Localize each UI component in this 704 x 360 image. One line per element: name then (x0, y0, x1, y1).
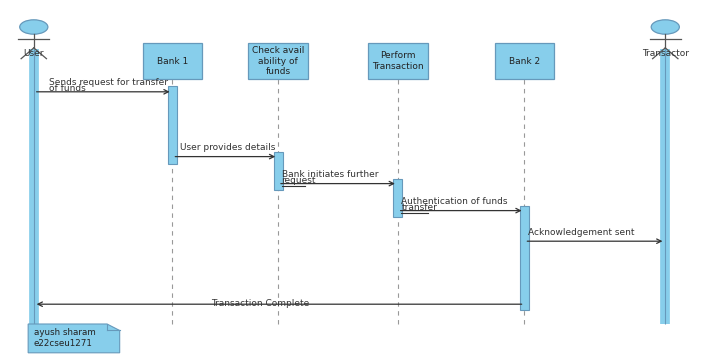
Text: Bank 1: Bank 1 (157, 57, 188, 66)
Bar (520, 206, 529, 310)
Text: request: request (282, 176, 316, 185)
Text: Check avail
ability of
funds: Check avail ability of funds (252, 46, 304, 76)
Bar (168, 86, 177, 164)
Bar (393, 179, 403, 217)
Text: Authentication of funds: Authentication of funds (401, 197, 508, 206)
Circle shape (20, 20, 48, 34)
Text: of funds: of funds (49, 84, 86, 93)
Text: ayush sharam
e22cseu1271: ayush sharam e22cseu1271 (34, 328, 96, 348)
Circle shape (651, 20, 679, 34)
Text: Bank 2: Bank 2 (509, 57, 540, 66)
Bar (273, 152, 283, 190)
Text: Transaction Complete: Transaction Complete (211, 299, 310, 308)
Text: Acknowledgement sent: Acknowledgement sent (528, 228, 634, 237)
Bar (249, 43, 308, 79)
Text: transfer: transfer (401, 203, 437, 212)
Polygon shape (28, 324, 120, 353)
Text: User: User (23, 49, 44, 58)
Bar (367, 43, 427, 79)
Text: User provides details: User provides details (180, 143, 275, 152)
Text: Transactor: Transactor (642, 49, 689, 58)
Bar (494, 43, 555, 79)
Text: Sends request for transfer: Sends request for transfer (49, 78, 168, 87)
Text: Perform
Transaction: Perform Transaction (372, 51, 424, 71)
Text: Bank initiates further: Bank initiates further (282, 170, 378, 179)
Bar (142, 43, 203, 79)
